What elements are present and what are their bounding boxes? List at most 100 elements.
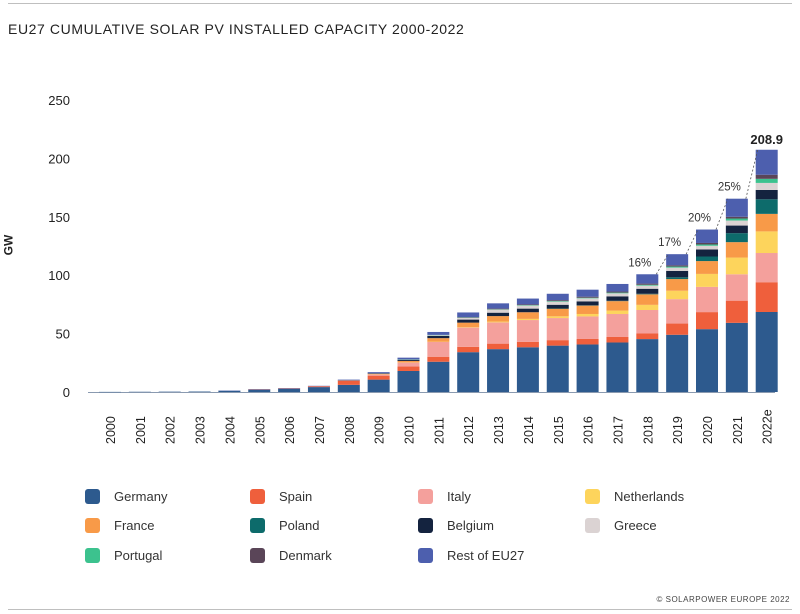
bar-segment-belgium bbox=[576, 301, 599, 306]
bar-segment-greece bbox=[427, 335, 450, 336]
x-tick-label: 2013 bbox=[492, 416, 506, 444]
bar-segment-france bbox=[636, 294, 659, 305]
x-tick-label: 2020 bbox=[701, 416, 715, 444]
bar-segment-greece bbox=[755, 182, 778, 190]
legend-label: Netherlands bbox=[614, 489, 685, 504]
legend-item: Portugal bbox=[85, 548, 162, 563]
bar-segment-italy bbox=[755, 253, 778, 283]
bar-segment-italy bbox=[457, 327, 480, 347]
bar-segment-france bbox=[397, 360, 420, 363]
bar-segment-france bbox=[666, 279, 689, 291]
bar-segment-greece bbox=[516, 305, 539, 309]
bar-segment-portugal bbox=[755, 178, 778, 183]
bar-segment-rest-of-eu27 bbox=[487, 303, 510, 309]
plot-area: 0 50 100 150 200 250 2000 2001 2002 2003 2004 2005 2… bbox=[48, 93, 783, 444]
x-tick-label: 2014 bbox=[522, 416, 536, 444]
bar-segment-rest-of-eu27 bbox=[457, 312, 480, 318]
bar-segment-spain bbox=[606, 336, 629, 343]
bar-segment-germany bbox=[755, 311, 778, 392]
legend-swatch bbox=[418, 518, 433, 533]
y-tick-label: 0 bbox=[63, 385, 70, 400]
legend-label: Denmark bbox=[279, 548, 332, 563]
legend-swatch bbox=[418, 489, 433, 504]
bar-segment-rest-of-eu27 bbox=[516, 298, 539, 305]
bar-segment-italy bbox=[516, 320, 539, 342]
bar-segment-rest-of-eu27 bbox=[755, 149, 778, 175]
bar-segment-italy bbox=[546, 318, 569, 341]
x-tick-label: 2000 bbox=[104, 416, 118, 444]
bar-segment-denmark bbox=[755, 174, 778, 179]
bar-segment-greece bbox=[666, 267, 689, 271]
bar-segment-belgium bbox=[725, 225, 748, 234]
bar-segment-germany bbox=[725, 322, 748, 392]
legend-item: Denmark bbox=[250, 548, 332, 563]
bar-segment-germany bbox=[307, 387, 330, 392]
legend-label: Rest of EU27 bbox=[447, 548, 525, 563]
bar-segment-belgium bbox=[397, 359, 420, 361]
bar-segment-greece bbox=[487, 309, 510, 313]
legend-swatch bbox=[250, 548, 265, 563]
bar-segment-denmark bbox=[696, 242, 718, 245]
bar-segment-poland bbox=[666, 277, 689, 280]
bar-segment-spain bbox=[337, 380, 360, 385]
bar-segment-germany bbox=[457, 352, 480, 392]
bar-segment-portugal bbox=[576, 297, 599, 299]
bar-segment-denmark bbox=[546, 300, 569, 302]
legend-item: France bbox=[85, 518, 154, 533]
bar-segment-netherlands bbox=[487, 321, 510, 323]
bar-segment-denmark bbox=[516, 304, 539, 306]
bar-segment-netherlands bbox=[606, 310, 629, 314]
x-tick-label: 2019 bbox=[671, 416, 685, 444]
legend-swatch bbox=[418, 548, 433, 563]
bar-segment-belgium bbox=[636, 288, 659, 294]
bar-segment-italy bbox=[427, 341, 450, 357]
legend-label: Belgium bbox=[447, 518, 494, 533]
bar-segment-denmark bbox=[487, 308, 510, 310]
total-label: 208.9 bbox=[750, 132, 783, 147]
x-tick-label: 2004 bbox=[223, 416, 237, 444]
legend-label: Greece bbox=[614, 518, 657, 533]
bar-segment-france bbox=[516, 312, 539, 319]
bar-segment-germany bbox=[487, 349, 510, 392]
bar-segment-poland bbox=[725, 233, 748, 243]
x-tick-label: 2018 bbox=[641, 416, 655, 444]
bar-segment-greece bbox=[725, 220, 748, 226]
bar-segment-rest-of-eu27 bbox=[397, 357, 420, 360]
bar-segment-portugal bbox=[606, 292, 629, 294]
bar-segment-france bbox=[546, 308, 569, 317]
y-tick-label: 150 bbox=[48, 210, 70, 225]
bar-segment-portugal bbox=[696, 244, 718, 246]
bar-segment-belgium bbox=[487, 312, 510, 317]
growth-label: 17% bbox=[658, 237, 681, 249]
bar-segment-netherlands bbox=[546, 316, 569, 319]
x-tick-label: 2006 bbox=[283, 416, 297, 444]
bar-segment-rest-of-eu27 bbox=[666, 254, 689, 266]
bar-segment-netherlands bbox=[725, 257, 748, 275]
bar-segment-germany bbox=[427, 361, 450, 392]
bar-segment-rest-of-eu27 bbox=[367, 372, 390, 374]
x-tick-label: 2017 bbox=[611, 416, 625, 444]
bar-segment-rest-of-eu27 bbox=[606, 283, 629, 292]
bar-segment-netherlands bbox=[755, 231, 778, 254]
bar-segment-rest-of-eu27 bbox=[576, 289, 599, 297]
bar-segment-spain bbox=[307, 386, 330, 388]
bar-segment-france bbox=[457, 322, 480, 328]
bottom-divider bbox=[8, 609, 792, 610]
x-tick-label: 2016 bbox=[582, 416, 596, 444]
bar-segment-spain bbox=[755, 282, 778, 312]
bar-segment-germany bbox=[248, 389, 271, 392]
bar-segment-france bbox=[576, 305, 599, 314]
growth-label: 20% bbox=[688, 213, 711, 225]
y-tick-label: 200 bbox=[48, 151, 70, 166]
x-tick-label: 2009 bbox=[373, 416, 387, 444]
bar-segment-belgium bbox=[546, 304, 569, 309]
bar-segment-poland bbox=[696, 256, 718, 262]
x-tick-label: 2001 bbox=[134, 416, 148, 444]
x-tick-label: 2008 bbox=[343, 416, 357, 444]
bar-segment-italy bbox=[696, 286, 718, 313]
legend-swatch bbox=[85, 489, 100, 504]
bar-segment-belgium bbox=[606, 296, 629, 301]
legend-item: Poland bbox=[250, 518, 319, 533]
bar-segment-portugal bbox=[636, 284, 659, 286]
bar-segment-belgium bbox=[666, 270, 689, 278]
